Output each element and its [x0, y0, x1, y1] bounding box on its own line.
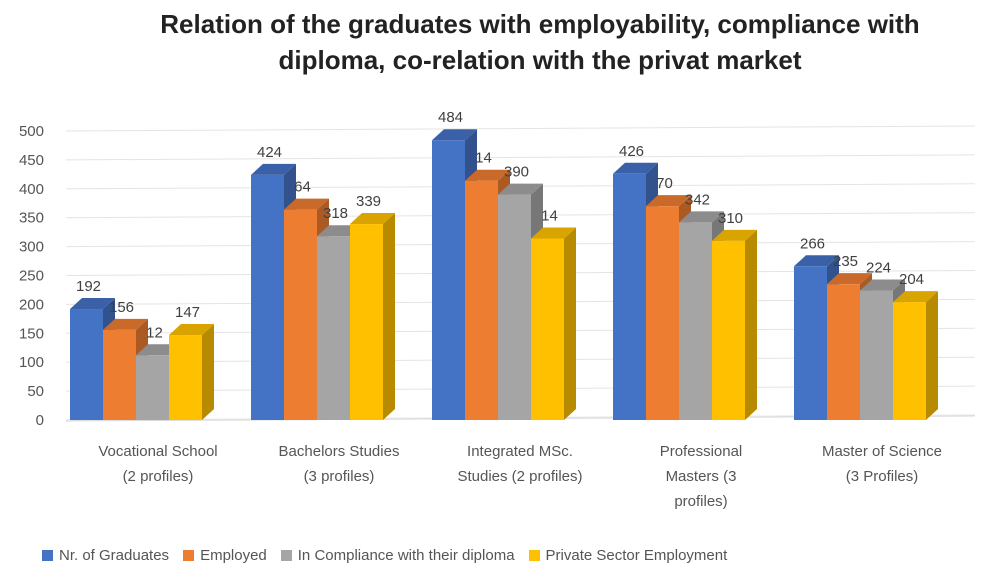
value-label: 424 — [257, 144, 282, 161]
value-label: 318 — [323, 205, 348, 222]
bar — [350, 213, 395, 420]
category-label: Bachelors Studies — [279, 443, 400, 460]
bar — [712, 229, 757, 420]
value-labels-layer: 192 156 12 147 424 64 318 339 484 14 390 14 426 70 342… — [76, 109, 924, 341]
category-label: Masters (3 — [666, 468, 737, 485]
y-tick-label: 200 — [19, 296, 44, 313]
category-label: profiles) — [674, 493, 727, 510]
category-label: Vocational School — [98, 443, 217, 460]
bar — [169, 324, 214, 420]
y-tick-label: 300 — [19, 239, 44, 256]
y-tick-label: 50 — [27, 383, 44, 400]
value-label: 339 — [356, 193, 381, 210]
value-label: 484 — [438, 109, 463, 126]
value-label: 342 — [685, 191, 710, 208]
legend-swatch — [42, 549, 53, 561]
value-label: 235 — [833, 253, 858, 270]
bar — [531, 227, 576, 420]
value-label: 266 — [800, 235, 825, 252]
legend-item: In Compliance with their diploma — [280, 546, 515, 564]
y-tick-label: 150 — [19, 325, 44, 342]
bar — [893, 291, 938, 420]
gridline — [65, 154, 976, 161]
category-label: Master of Science — [822, 443, 942, 460]
bars-layer — [70, 129, 938, 421]
y-tick-label: 450 — [19, 152, 44, 169]
category-label: (3 Profiles) — [846, 468, 919, 485]
y-tick-label: 400 — [19, 181, 44, 198]
legend-item: Employed — [183, 547, 267, 564]
chart-title-line-2: diploma, co-relation with the privat mar… — [278, 45, 802, 75]
legend-label: In Compliance with their diploma — [297, 546, 515, 564]
y-tick-label: 500 — [19, 123, 44, 140]
chart-title: Relation of the graduates with employabi… — [90, 6, 990, 78]
legend-swatch — [183, 549, 195, 561]
legend-swatch — [280, 549, 292, 561]
value-label: 64 — [294, 179, 311, 196]
gridline — [65, 125, 976, 132]
value-label: 14 — [475, 150, 492, 167]
y-tick-label: 0 — [36, 412, 44, 429]
bar — [465, 169, 510, 420]
chart-title-line-1: Relation of the graduates with employabi… — [160, 9, 920, 39]
category-label: Studies (2 profiles) — [457, 468, 582, 485]
legend-item: Private Sector Employment — [528, 546, 728, 564]
y-tick-label: 350 — [19, 210, 44, 227]
legend-label: Nr. of Graduates — [59, 546, 170, 564]
legend-item: Nr. of Graduates — [42, 547, 169, 564]
value-label: 14 — [541, 208, 558, 225]
category-label: (2 profiles) — [123, 468, 194, 485]
value-label: 426 — [619, 143, 644, 160]
value-label: 192 — [76, 278, 101, 295]
x-axis: Vocational School (2 profiles) Bachelors S… — [98, 443, 942, 510]
legend: Nr. of Graduates Employed In Compliance wi… — [42, 544, 1000, 566]
value-label: 310 — [718, 210, 743, 227]
category-label: Integrated MSc. — [467, 443, 573, 460]
category-label: (3 profiles) — [304, 468, 375, 485]
y-tick-label: 250 — [19, 268, 44, 285]
value-label: 12 — [146, 324, 163, 341]
category-label: Professional — [660, 443, 743, 460]
value-label: 147 — [175, 304, 200, 321]
legend-label: Private Sector Employment — [545, 546, 728, 564]
y-tick-label: 100 — [19, 354, 44, 371]
y-axis: 0 50 100 150 200 250 300 350 400 450 500 — [19, 123, 44, 429]
legend-swatch — [528, 549, 540, 561]
value-label: 156 — [109, 299, 134, 316]
value-label: 390 — [504, 164, 529, 181]
value-label: 70 — [656, 175, 673, 192]
legend-label: Employed — [200, 546, 267, 564]
value-label: 224 — [866, 260, 891, 277]
value-label: 204 — [899, 271, 924, 288]
